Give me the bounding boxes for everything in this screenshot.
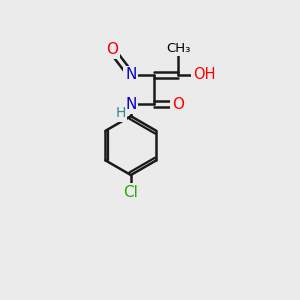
Text: CH₃: CH₃ (166, 42, 190, 55)
Text: N: N (125, 97, 136, 112)
Text: O: O (172, 97, 184, 112)
Text: O: O (106, 42, 118, 57)
Text: H: H (116, 106, 126, 120)
Text: N: N (125, 68, 136, 82)
Text: Cl: Cl (123, 185, 138, 200)
Text: OH: OH (193, 68, 216, 82)
